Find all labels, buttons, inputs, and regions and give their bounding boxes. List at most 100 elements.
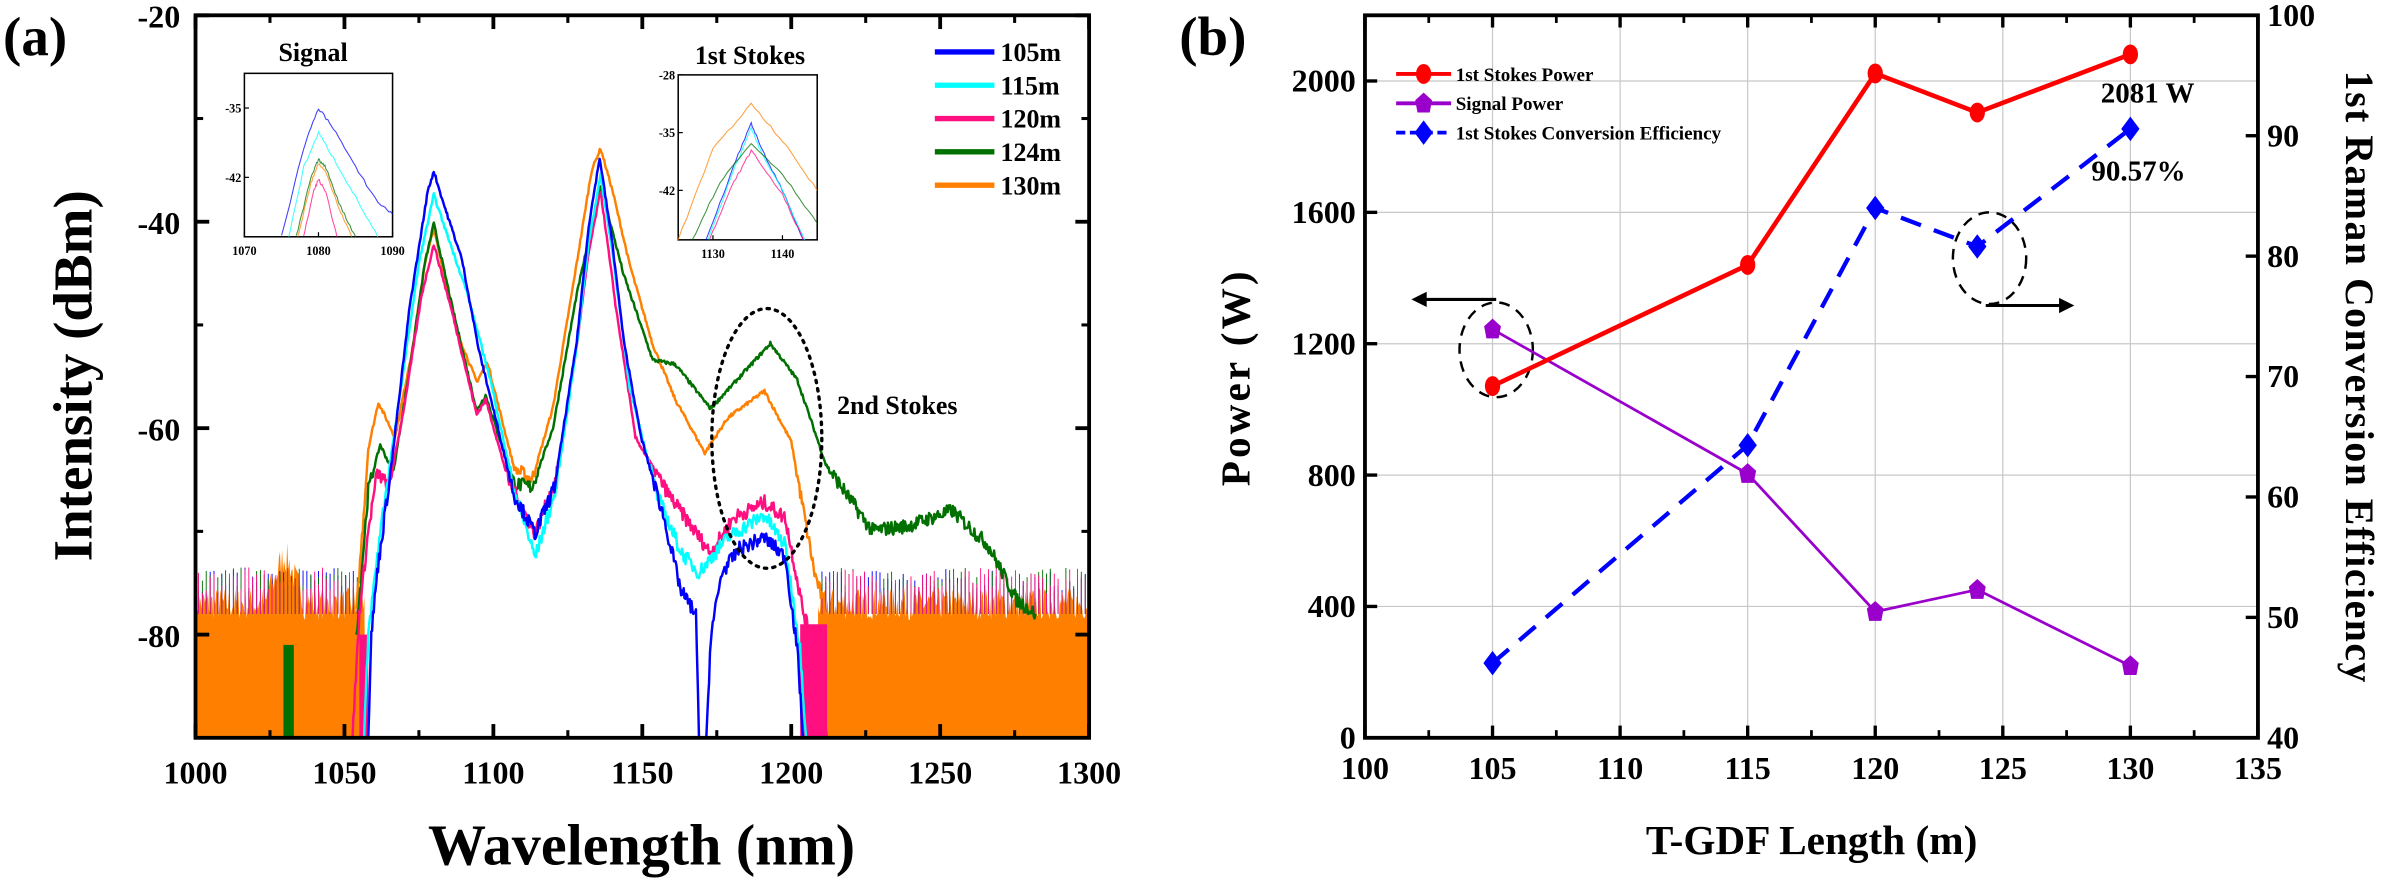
- legend-a: 105m 115m 120m 124m 130m: [934, 38, 1062, 200]
- y-tick-label-b-left: 0: [1340, 719, 1356, 755]
- peak-power-label: 2081 W: [2101, 77, 2195, 109]
- legend-item-105m: 105m: [934, 38, 1062, 67]
- inset-y-tick-label: -42: [659, 184, 675, 198]
- y-tick-label-b-left: 400: [1308, 588, 1356, 624]
- x-tick-label-b: 120: [1851, 750, 1899, 786]
- left-axis-group-circle: [1458, 301, 1535, 399]
- floor-noise-120m: [197, 567, 1086, 614]
- legend-label: 1st Stokes Conversion Efficiency: [1456, 123, 1722, 144]
- y-tick-label-b-right: 50: [2267, 599, 2299, 635]
- data-point-pentagon: [1866, 601, 1884, 621]
- inset-frame: [243, 72, 394, 238]
- x-axis-title-a: Wavelength (nm): [428, 813, 855, 878]
- inset-line-120m: [303, 179, 338, 237]
- legend-label: 130m: [1001, 171, 1062, 200]
- axis-ticks-b: 100 105 110 115 120 125 130 135 0 400 800 1200 1600 2…: [1292, 0, 2316, 786]
- legend-item-1st-stokes-conversion-efficiency: 1st Stokes Conversion Efficiency: [1396, 120, 1722, 145]
- legend-item-120m: 120m: [934, 105, 1062, 134]
- spectrum-line-120m: [351, 191, 829, 738]
- series-line: [1491, 127, 2132, 665]
- inset-line-130m: [297, 163, 353, 237]
- y-axis-title-b-left: Power (W): [1212, 268, 1259, 486]
- second-stokes-ellipse: [710, 306, 824, 570]
- inset-line-124m: [691, 142, 818, 241]
- inset-x-tick-label: 1140: [771, 247, 795, 261]
- spectrum-line-115m: [362, 172, 808, 738]
- legend-label: 120m: [1001, 105, 1062, 134]
- x-tick-label-a: 1300: [1057, 755, 1121, 791]
- inset-first-stokes: 1130 1140 -28 -35 -42: [659, 68, 818, 261]
- data-point-pentagon: [1484, 318, 1501, 339]
- legend-label: 115m: [1001, 71, 1060, 100]
- legend-item-130m: 130m: [934, 171, 1062, 200]
- right-axis-group-circle: [1951, 211, 2028, 306]
- data-point-diamond: [1738, 432, 1757, 458]
- y-tick-label-a: -40: [137, 205, 180, 241]
- x-tick-label-a: 1050: [312, 755, 376, 791]
- panel-a-label: (a): [3, 6, 67, 67]
- x-tick-label-a: 1200: [759, 755, 823, 791]
- y-tick-label-b-right: 80: [2267, 238, 2299, 274]
- noise-floor: [195, 542, 1090, 738]
- peak-efficiency-label: 90.57%: [2091, 155, 2185, 187]
- data-point-pentagon: [1739, 463, 1757, 483]
- legend-marker-circle: [1415, 64, 1432, 84]
- data-point-circle: [1484, 376, 1501, 397]
- y-tick-label-b-left: 800: [1308, 457, 1356, 493]
- y-tick-label-b-left: 2000: [1292, 63, 1356, 99]
- inset-title-first-stokes: 1st Stokes: [695, 41, 805, 70]
- data-point-diamond: [2121, 116, 2140, 142]
- x-tick-label-a: 1000: [163, 755, 227, 791]
- legend-item-115m: 115m: [934, 71, 1060, 100]
- data-point-circle: [2122, 44, 2139, 65]
- inset-y-tick-label: -28: [659, 68, 675, 82]
- inset-line-105m: [281, 108, 393, 236]
- x-tick-label-a: 1100: [462, 755, 524, 791]
- inset-line-120m: [709, 148, 804, 241]
- y-tick-label-b-right: 60: [2267, 479, 2299, 515]
- inset-line-115m: [707, 125, 806, 241]
- legend-label: Signal Power: [1456, 94, 1564, 115]
- data-point-diamond: [1968, 234, 1987, 259]
- legend-label: 1st Stokes Power: [1456, 65, 1594, 86]
- series-1st-stokes-power: [1484, 44, 2139, 397]
- y-tick-label-b-left: 1600: [1292, 194, 1356, 230]
- inset-x-tick-label: 1090: [380, 244, 404, 258]
- legend-marker-diamond: [1414, 120, 1433, 145]
- noise-floor-fill: [195, 542, 366, 738]
- series-1st-stokes-conversion-efficiency: [1483, 116, 2140, 676]
- y-tick-label-b-left: 1200: [1292, 325, 1356, 361]
- inset-y-tick-label: -35: [225, 102, 241, 116]
- insets: 1070 1080 1090 -35 -42 1130 1140 -28 -35 -42: [225, 68, 818, 261]
- legend-label: 124m: [1001, 138, 1062, 167]
- data-point-circle: [1740, 254, 1756, 275]
- series-line: [1491, 52, 2132, 389]
- legend-item-signal-power: Signal Power: [1396, 92, 1564, 115]
- legend-label: 105m: [1001, 38, 1062, 67]
- x-tick-label-b: 105: [1468, 750, 1516, 786]
- y-axis-title-b-right: 1st Raman Conversion Efficiency: [2337, 71, 2381, 684]
- left-arrowhead-icon: [1411, 291, 1427, 308]
- x-tick-label-b: 125: [1979, 750, 2027, 786]
- panel-a-spectra-chart: (a) 1000 1050 1100 1150 1200 1250 1300 -20 -40 -6…: [3, 0, 1121, 878]
- y-tick-label-a: -60: [137, 411, 180, 447]
- inset-line-124m: [295, 158, 357, 238]
- data-point-circle: [1969, 102, 1985, 123]
- legend-b: 1st Stokes Power Signal Power 1st Stokes C…: [1396, 64, 1722, 145]
- y-tick-label-a: -80: [137, 618, 180, 654]
- data-point-diamond: [1866, 195, 1885, 221]
- legend-marker-pentagon: [1415, 92, 1433, 113]
- inset-x-tick-label: 1130: [701, 247, 725, 261]
- data-point-pentagon: [2121, 655, 2139, 676]
- noise-floor-fill: [818, 587, 1090, 738]
- x-tick-label-b: 135: [2234, 750, 2282, 786]
- annotations-b: [1411, 211, 2075, 399]
- spectrum-line-105m: [367, 157, 805, 740]
- y-tick-label-b-right: 90: [2267, 117, 2299, 153]
- y-tick-label-a: -20: [137, 0, 180, 35]
- y-axis-title-a: Intensity (dBm): [43, 190, 104, 561]
- inset-signal: 1070 1080 1090 -35 -42: [225, 72, 405, 258]
- pink-rise-fill: [359, 634, 369, 738]
- inset-x-tick-label: 1070: [232, 244, 256, 258]
